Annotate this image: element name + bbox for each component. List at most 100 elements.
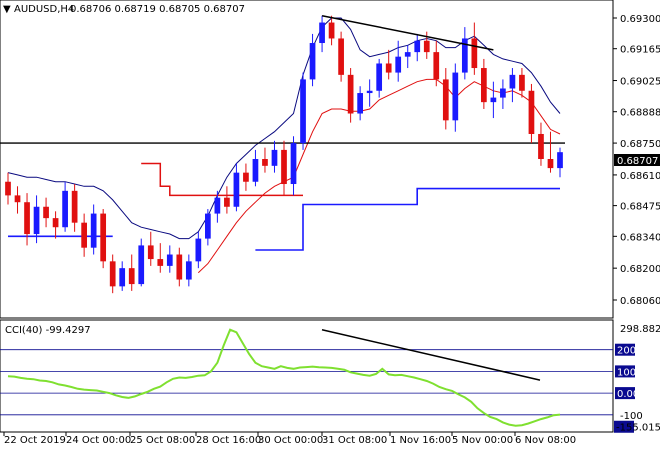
price-tick-label: 0.69025 xyxy=(620,77,660,88)
time-tick-label: 31 Oct 08:00 xyxy=(322,435,387,446)
candlestick xyxy=(414,33,421,62)
candle-body xyxy=(490,97,497,103)
candlestick xyxy=(433,40,440,87)
candle-body xyxy=(281,149,287,185)
candlestick xyxy=(481,58,487,109)
cci-axis-label: 0.00 xyxy=(617,389,639,400)
price-axis: 0.69300 0.69165 0.69025 0.68888 0.68750 0.686… xyxy=(613,14,660,307)
candle-body xyxy=(376,63,383,91)
price-tick-label: 0.68060 xyxy=(620,296,660,307)
candle-body xyxy=(24,202,30,235)
cci-axis-label: 100 xyxy=(617,367,636,378)
ohlc-readout: 0.68706 0.68719 0.68705 0.68707 xyxy=(70,4,245,15)
cci-trendline[interactable] xyxy=(321,329,541,381)
candlestick xyxy=(81,213,87,257)
candle-body xyxy=(14,195,21,203)
candle-body xyxy=(119,268,126,287)
cci-axis-label: 298.8828 xyxy=(620,324,660,335)
candlestick xyxy=(205,209,211,246)
candlestick xyxy=(357,86,363,121)
time-tick-label: 1 Nov 16:00 xyxy=(390,435,451,446)
candlestick xyxy=(157,243,164,273)
candlestick xyxy=(243,163,249,191)
candlestick xyxy=(319,15,325,53)
candle-body xyxy=(357,93,363,114)
candle-body xyxy=(100,213,107,262)
candlestick xyxy=(214,190,221,223)
candle-body xyxy=(309,43,316,80)
support-line-right xyxy=(255,187,560,251)
candle-body xyxy=(224,197,230,207)
candle-body xyxy=(185,261,192,280)
cci-title: CCI(40) -99.4297 xyxy=(5,325,91,336)
candlestick xyxy=(385,49,392,80)
candlestick xyxy=(271,140,278,173)
price-tick-label: 0.68475 xyxy=(620,202,660,213)
candlestick xyxy=(376,58,383,98)
candlestick xyxy=(300,72,306,150)
candlestick xyxy=(195,231,202,269)
candlestick xyxy=(404,45,411,69)
candlestick xyxy=(500,79,506,109)
candle-body xyxy=(442,79,449,121)
candle-body xyxy=(166,254,173,266)
candle-body xyxy=(205,213,211,239)
candle-body xyxy=(481,68,487,103)
candlestick xyxy=(176,247,183,287)
candlestick xyxy=(109,254,116,294)
candle-body xyxy=(262,159,268,166)
main-pane-frame xyxy=(0,0,614,319)
candlestick xyxy=(224,186,230,214)
price-tick-label: 0.69300 xyxy=(620,14,660,25)
candlestick xyxy=(519,68,525,98)
price-tick-label: 0.68750 xyxy=(620,139,660,150)
candle-body xyxy=(128,268,135,285)
candlestick xyxy=(395,40,402,82)
cci-axis: 298.8828 200 100 0.00 -100-155.0156 xyxy=(614,324,660,434)
candle-body xyxy=(290,143,297,185)
candle-body xyxy=(538,133,544,159)
price-tick-label: 0.68200 xyxy=(620,264,660,275)
candlestick xyxy=(52,211,59,239)
cci-low-badge xyxy=(614,420,634,433)
candlestick xyxy=(366,79,373,107)
candle-body xyxy=(471,38,478,69)
candlestick xyxy=(233,163,240,212)
candle-body xyxy=(233,172,240,207)
time-tick-label: 25 Oct 08:00 xyxy=(130,435,195,446)
triangle-down-icon[interactable]: ▼ xyxy=(3,4,11,15)
candlestick xyxy=(252,149,259,187)
candlestick xyxy=(5,172,11,205)
candlestick xyxy=(185,254,192,287)
candle-body xyxy=(195,238,202,262)
candlestick xyxy=(281,140,287,196)
stepped-resistance-line xyxy=(141,162,303,197)
cci-pane-frame xyxy=(0,319,614,433)
candlestick xyxy=(71,184,78,232)
candlestick xyxy=(43,197,49,228)
candle-body xyxy=(433,52,440,80)
candle-body xyxy=(252,159,259,182)
candle-body xyxy=(557,152,563,169)
candle-body xyxy=(109,261,116,287)
symbol-label: AUDUSD,H4 xyxy=(14,4,74,15)
time-tick-label: 24 Oct 00:00 xyxy=(66,435,131,446)
candlestick xyxy=(90,204,97,255)
candlestick xyxy=(128,254,135,291)
price-tick-label: 0.68340 xyxy=(620,232,660,243)
candlestick xyxy=(100,209,107,269)
candle-body xyxy=(62,190,68,228)
candle-body xyxy=(90,213,97,248)
candle-body xyxy=(423,40,430,53)
candle-body xyxy=(138,245,145,285)
candlestick xyxy=(528,83,535,144)
candlestick xyxy=(461,27,468,80)
price-tick-label: 0.68888 xyxy=(620,108,660,119)
price-trendline[interactable] xyxy=(321,14,494,51)
candle-body xyxy=(81,222,87,248)
cci-level-badge xyxy=(615,387,635,400)
price-tick-label: 0.69165 xyxy=(620,45,660,56)
